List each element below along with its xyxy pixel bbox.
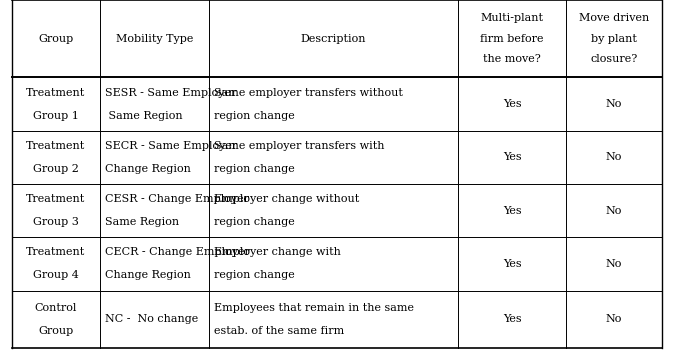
Text: Treatment: Treatment xyxy=(26,141,86,151)
Text: No: No xyxy=(606,259,622,269)
Text: Change Region: Change Region xyxy=(105,164,191,174)
Text: Group 4: Group 4 xyxy=(33,270,79,280)
Text: the move?: the move? xyxy=(483,54,541,64)
Text: firm before: firm before xyxy=(481,34,544,44)
Text: Group 3: Group 3 xyxy=(33,217,79,227)
Text: Mobility Type: Mobility Type xyxy=(116,34,193,44)
Text: Change Region: Change Region xyxy=(105,270,191,280)
Text: Group: Group xyxy=(38,34,73,44)
Text: Treatment: Treatment xyxy=(26,194,86,204)
Text: No: No xyxy=(606,152,622,162)
Text: Yes: Yes xyxy=(503,99,522,109)
Text: Group: Group xyxy=(38,326,73,336)
Text: Control: Control xyxy=(35,303,77,313)
Text: estab. of the same firm: estab. of the same firm xyxy=(214,326,344,336)
Text: Group 2: Group 2 xyxy=(33,164,79,174)
Text: Same employer transfers without: Same employer transfers without xyxy=(214,87,403,98)
Text: SESR - Same Employer: SESR - Same Employer xyxy=(105,87,237,98)
Text: Yes: Yes xyxy=(503,152,522,162)
Text: region change: region change xyxy=(214,164,295,174)
Text: Employer change with: Employer change with xyxy=(214,247,341,257)
Text: SECR - Same Employer: SECR - Same Employer xyxy=(105,141,237,151)
Text: No: No xyxy=(606,99,622,109)
Text: NC -  No change: NC - No change xyxy=(105,314,198,324)
Text: Yes: Yes xyxy=(503,259,522,269)
Text: Yes: Yes xyxy=(503,314,522,324)
Text: Multi-plant: Multi-plant xyxy=(481,13,544,23)
Text: region change: region change xyxy=(214,217,295,227)
Text: Treatment: Treatment xyxy=(26,247,86,257)
Text: Description: Description xyxy=(301,34,367,44)
Text: Same employer transfers with: Same employer transfers with xyxy=(214,141,385,151)
Text: Employer change without: Employer change without xyxy=(214,194,360,204)
Text: Yes: Yes xyxy=(503,206,522,216)
Text: CESR - Change Employer: CESR - Change Employer xyxy=(105,194,249,204)
Text: Employees that remain in the same: Employees that remain in the same xyxy=(214,303,415,313)
Text: CECR - Change Employer: CECR - Change Employer xyxy=(105,247,250,257)
Text: Move driven: Move driven xyxy=(579,13,649,23)
Text: by plant: by plant xyxy=(591,34,637,44)
Text: Same Region: Same Region xyxy=(105,111,183,121)
Text: Group 1: Group 1 xyxy=(33,111,79,121)
Text: region change: region change xyxy=(214,111,295,121)
Text: closure?: closure? xyxy=(590,54,638,64)
Text: region change: region change xyxy=(214,270,295,280)
Text: No: No xyxy=(606,206,622,216)
Text: No: No xyxy=(606,314,622,324)
Text: Treatment: Treatment xyxy=(26,87,86,98)
Text: Same Region: Same Region xyxy=(105,217,179,227)
